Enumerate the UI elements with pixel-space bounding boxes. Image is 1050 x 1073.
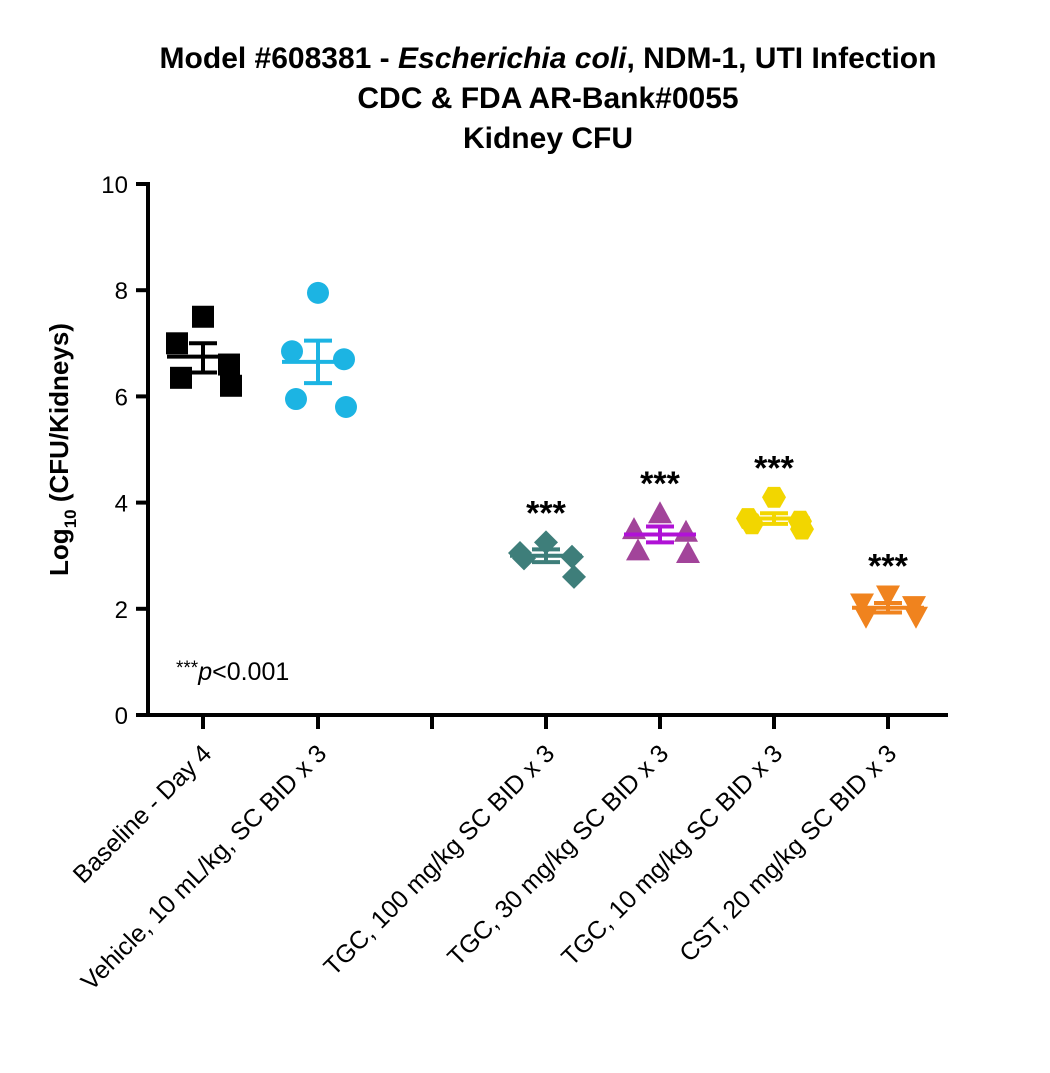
data-point	[335, 396, 357, 419]
y-tick-label-0: 0	[115, 703, 128, 730]
data-point	[562, 564, 586, 589]
data-point	[674, 519, 698, 542]
group-4: ***	[622, 465, 700, 563]
data-point	[876, 585, 900, 608]
annotation-group: ***p<0.001	[176, 658, 289, 686]
data-point	[790, 518, 814, 540]
data-point	[676, 541, 700, 563]
y-axis-label-group: Log10 (CFU/Kidneys)	[44, 323, 80, 576]
p-value-note-suffix: <0.001	[212, 658, 289, 686]
y-tick-label-4: 4	[115, 491, 128, 518]
data-point	[904, 606, 928, 629]
data-groups: *** *** *** ***	[166, 281, 928, 629]
x-category-label-5: TGC, 30 mg/kg SC BID x 3	[442, 739, 674, 971]
group-1	[166, 305, 242, 397]
data-point	[170, 366, 192, 389]
p-value-note-italic: p	[197, 658, 212, 686]
y-tick-label-6: 6	[115, 384, 128, 411]
data-point	[648, 501, 672, 524]
data-point	[854, 606, 878, 629]
significance-label: ***	[754, 449, 794, 487]
group-3: ***	[508, 494, 586, 589]
x-category-label-2: Vehicle, 10 mL/kg, SC BID x 3	[76, 739, 333, 996]
data-point	[512, 546, 536, 571]
data-point	[166, 332, 188, 355]
chart-title-part-3-1: Kidney CFU	[463, 122, 633, 155]
chart-title-part-1-3: , NDM-1, UTI Infection	[626, 42, 936, 75]
data-point	[333, 348, 355, 371]
data-point	[626, 538, 650, 561]
chart-title-line-3: Kidney CFU	[463, 122, 633, 155]
y-tick-label-2: 2	[115, 597, 128, 624]
chart-title-part-2-1: CDC & FDA AR-Bank#0055	[357, 82, 738, 115]
group-2	[281, 281, 357, 419]
y-axis-label-subscript: 10	[61, 509, 80, 528]
y-axis-label-main: Log	[44, 528, 74, 576]
significance-label: ***	[868, 548, 908, 586]
group-6: ***	[850, 548, 928, 629]
data-point	[218, 353, 240, 376]
y-axis-label: Log10 (CFU/Kidneys)	[44, 323, 80, 576]
y-tick-label-10: 10	[101, 172, 128, 199]
chart-title-part-1-2: Escherichia coli	[398, 42, 627, 75]
group-5: ***	[736, 449, 814, 540]
y-axis: 0 2 4 6 8 10	[101, 172, 150, 730]
data-point	[192, 305, 214, 328]
chart-title: Model #608381 - Escherichia coli, NDM-1,…	[160, 42, 937, 155]
p-value-note: ***p<0.001	[176, 658, 289, 686]
chart-title-line-2: CDC & FDA AR-Bank#0055	[357, 82, 738, 115]
y-axis-label-rest: (CFU/Kidneys)	[44, 323, 74, 509]
x-category-label-6: TGC, 10 mg/kg SC BID x 3	[556, 739, 788, 971]
significance-label: ***	[640, 465, 680, 503]
data-point	[850, 593, 874, 616]
data-point	[285, 388, 307, 411]
y-tick-label-8: 8	[115, 278, 128, 305]
p-value-note-prefix: ***	[176, 658, 199, 679]
data-point	[220, 374, 242, 397]
chart-title-line-1: Model #608381 - Escherichia coli, NDM-1,…	[160, 42, 937, 75]
data-point	[307, 281, 329, 304]
chart-title-part-1-1: Model #608381 -	[160, 42, 398, 75]
data-point	[281, 340, 303, 363]
significance-label: ***	[526, 494, 566, 532]
x-category-label-4: TGC, 100 mg/kg SC BID x 3	[318, 739, 560, 981]
data-point	[762, 486, 786, 508]
x-category-label-7: CST, 20 mg/kg SC BID x 3	[674, 739, 902, 967]
